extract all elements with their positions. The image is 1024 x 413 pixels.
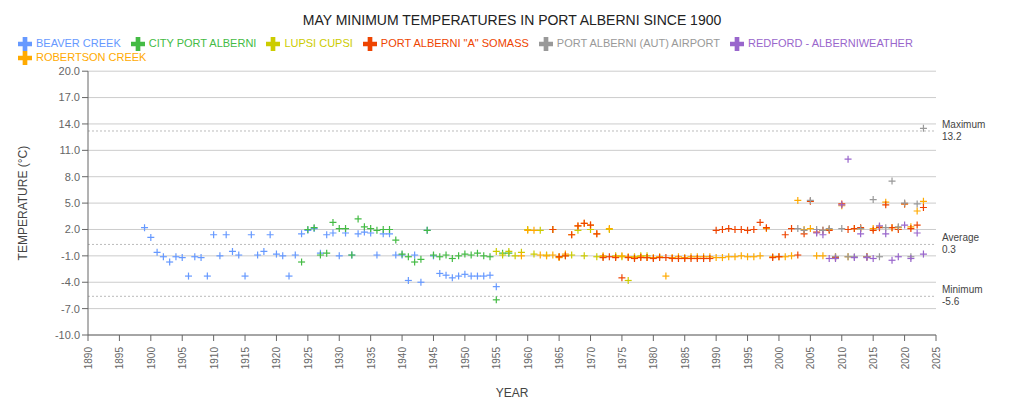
svg-text:1990: 1990 — [711, 347, 722, 370]
svg-text:Maximum13.2: Maximum13.2 — [942, 119, 985, 142]
svg-text:1975: 1975 — [617, 347, 628, 370]
svg-text:-10.0: -10.0 — [55, 329, 80, 341]
svg-text:1970: 1970 — [586, 347, 597, 370]
svg-text:8.0: 8.0 — [65, 171, 80, 183]
svg-text:1940: 1940 — [397, 347, 408, 370]
svg-text:TEMPERATURE (°C): TEMPERATURE (°C) — [16, 146, 30, 261]
svg-text:-1.0: -1.0 — [61, 250, 80, 262]
svg-text:2.0: 2.0 — [65, 223, 80, 235]
svg-text:Average0.3: Average0.3 — [942, 232, 980, 255]
svg-text:2010: 2010 — [837, 347, 848, 370]
svg-text:1945: 1945 — [428, 347, 439, 370]
svg-text:1930: 1930 — [334, 347, 345, 370]
svg-text:1980: 1980 — [648, 347, 659, 370]
svg-text:2000: 2000 — [774, 347, 785, 370]
svg-text:2020: 2020 — [900, 347, 911, 370]
svg-text:-4.0: -4.0 — [61, 276, 80, 288]
svg-text:1985: 1985 — [680, 347, 691, 370]
svg-text:17.0: 17.0 — [59, 91, 80, 103]
svg-text:2025: 2025 — [931, 347, 942, 370]
html-text:CITY PORT ALBERNI: CITY PORT ALBERNI — [148, 37, 257, 49]
html-text:PORT ALBERNI (AUT) AIRPORT: PORT ALBERNI (AUT) AIRPORT — [556, 37, 721, 49]
svg-text:Minimum-5.6: Minimum-5.6 — [942, 284, 983, 307]
svg-text:2005: 2005 — [805, 347, 816, 370]
html-text:LUPSI CUPSI: LUPSI CUPSI — [284, 37, 353, 49]
svg-text:14.0: 14.0 — [59, 118, 80, 130]
html-text:PORT ALBERNI "A" SOMASS: PORT ALBERNI "A" SOMASS — [380, 37, 529, 49]
svg-text:YEAR: YEAR — [496, 386, 529, 400]
svg-text:1910: 1910 — [209, 347, 220, 370]
svg-text:1955: 1955 — [491, 347, 502, 370]
svg-text:2015: 2015 — [868, 347, 879, 370]
svg-text:1900: 1900 — [146, 347, 157, 370]
svg-text:-7.0: -7.0 — [61, 303, 80, 315]
svg-text:1965: 1965 — [554, 347, 565, 370]
svg-text:1920: 1920 — [271, 347, 282, 370]
svg-text:1950: 1950 — [460, 347, 471, 370]
svg-text:20.0: 20.0 — [59, 65, 80, 77]
svg-text:1890: 1890 — [83, 347, 94, 370]
html-text:REDFORD - ALBERNIWEATHER: REDFORD - ALBERNIWEATHER — [748, 37, 913, 49]
svg-text:5.0: 5.0 — [65, 197, 80, 209]
html-text:ROBERTSON CREEK: ROBERTSON CREEK — [36, 51, 147, 64]
svg-text:1895: 1895 — [114, 347, 125, 370]
svg-text:1925: 1925 — [303, 347, 314, 370]
svg-text:1905: 1905 — [177, 347, 188, 370]
html-text:BEAVER CREEK: BEAVER CREEK — [36, 37, 121, 49]
svg-text:11.0: 11.0 — [59, 144, 80, 156]
html-text:MAY MINIMUM TEMPERATURES IN PO: MAY MINIMUM TEMPERATURES IN PORT ALBERNI… — [302, 12, 722, 28]
svg-text:1935: 1935 — [366, 347, 377, 370]
svg-text:1960: 1960 — [523, 347, 534, 370]
svg-text:1915: 1915 — [240, 347, 251, 370]
svg-text:1995: 1995 — [743, 347, 754, 370]
